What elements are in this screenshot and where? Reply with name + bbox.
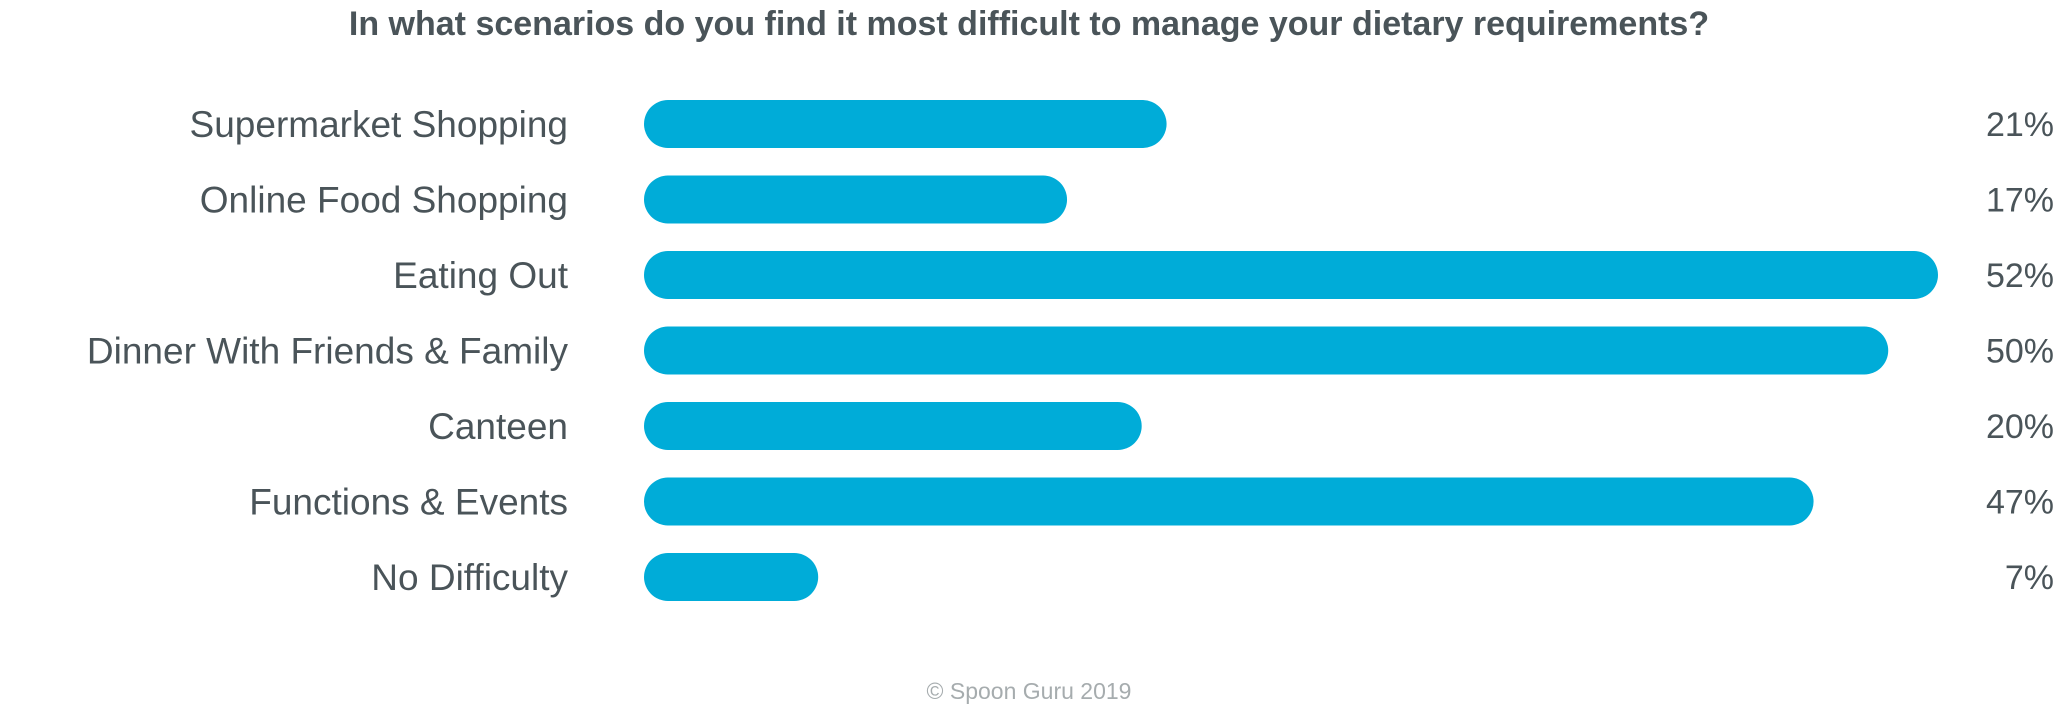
category-label: Eating Out (393, 255, 569, 296)
value-label: 20% (1986, 408, 2054, 446)
bar (644, 251, 1938, 299)
value-label: 47% (1986, 484, 2054, 522)
bar (644, 175, 1068, 224)
bars-group: Supermarket Shopping 21% Online Food Shopp… (87, 100, 2054, 601)
value-label: 21% (1986, 106, 2054, 144)
category-label: Supermarket Shopping (190, 104, 568, 145)
category-label: Dinner With Friends & Family (87, 331, 569, 372)
category-label: Functions & Events (249, 482, 568, 523)
bar (644, 326, 1889, 375)
bar (644, 553, 819, 601)
value-label: 17% (1986, 182, 2054, 220)
category-label: Canteen (428, 406, 568, 447)
bar (644, 477, 1814, 526)
bar (644, 402, 1142, 450)
bar (644, 100, 1167, 148)
copyright-credit: © Spoon Guru 2019 (927, 678, 1132, 704)
category-label: Online Food Shopping (200, 180, 568, 221)
chart-title: In what scenarios do you find it most di… (349, 5, 1709, 43)
value-label: 52% (1986, 257, 2054, 295)
value-label: 50% (1986, 333, 2054, 371)
category-label: No Difficulty (371, 557, 568, 598)
value-label: 7% (2005, 559, 2054, 597)
